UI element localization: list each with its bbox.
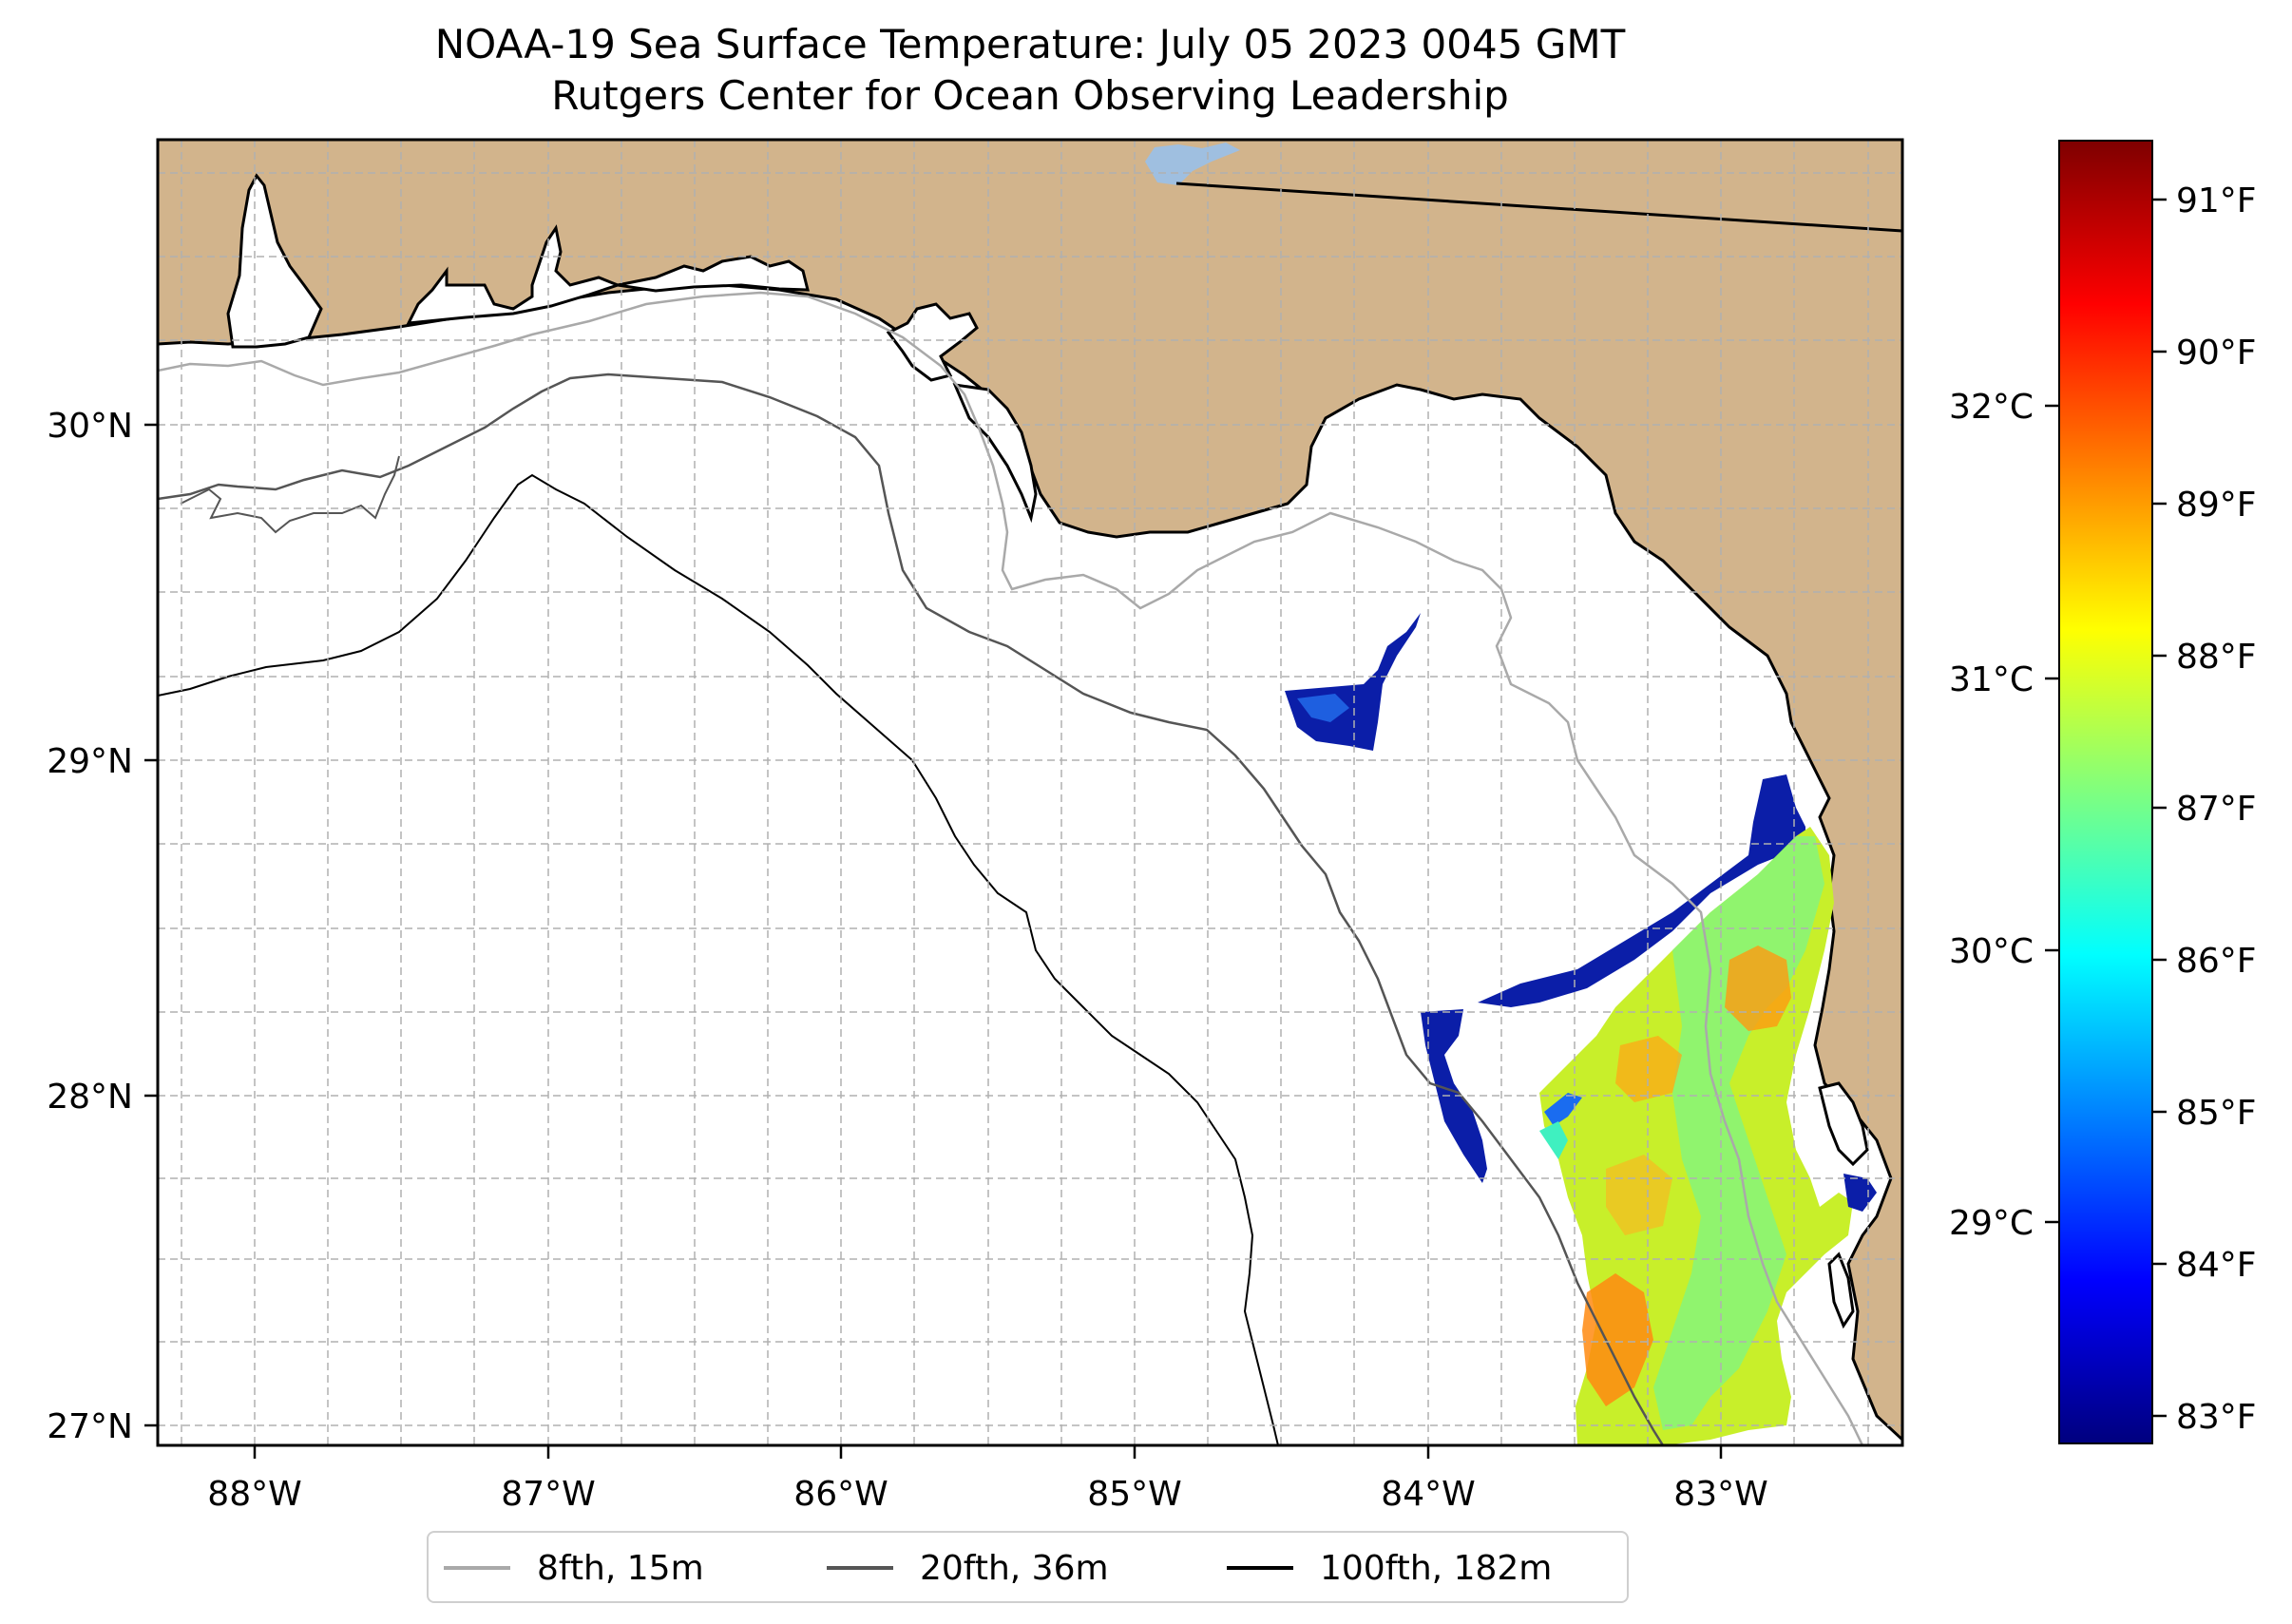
- sst-band-blue: [1478, 774, 1805, 1007]
- colorbar: [2058, 140, 2153, 1444]
- sst-swath-orange-4: [1606, 1155, 1672, 1235]
- sst-swath-cyan-edge: [1539, 1121, 1568, 1159]
- axis-ticks: [144, 423, 1723, 1459]
- sst-swath-orange-3: [1582, 1273, 1653, 1406]
- colorbar-f-label: 85°F: [2176, 1094, 2257, 1133]
- sst-patch-west: [1421, 1009, 1487, 1183]
- tampa-bay: [1818, 1081, 1869, 1167]
- lon-label: 85°W: [1087, 1475, 1181, 1514]
- legend-label: 20fth, 36m: [920, 1548, 1109, 1588]
- colorbar-ticks: [2045, 198, 2167, 1418]
- lake: [1145, 143, 1240, 185]
- legend-label: 8fth, 15m: [537, 1548, 704, 1588]
- lon-label: 84°W: [1381, 1475, 1475, 1514]
- colorbar-c-label: 32°C: [1949, 388, 2034, 427]
- colorbar-f-label: 89°F: [2176, 486, 2257, 525]
- colorbar-f-label: 83°F: [2176, 1398, 2257, 1437]
- lat-label: 28°N: [47, 1078, 133, 1117]
- lon-label: 86°W: [793, 1475, 888, 1514]
- isobath-legend: 8fth, 15m 20fth, 36m 100fth, 182m: [427, 1531, 1629, 1603]
- lon-label: 88°W: [207, 1475, 301, 1514]
- longitude-gridlines: [181, 140, 1869, 1445]
- state-boundary: [1175, 182, 1902, 233]
- st-andrew-bay: [886, 302, 979, 382]
- colorbar-f-label: 90°F: [2176, 334, 2257, 373]
- charlotte-harbor: [1827, 1251, 1855, 1329]
- legend-item-20fth: 20fth, 36m: [827, 1544, 1109, 1592]
- lat-label: 29°N: [47, 742, 133, 781]
- colorbar-c-label: 29°C: [1949, 1204, 2034, 1243]
- legend-swatch: [1227, 1566, 1293, 1570]
- lat-label: 30°N: [47, 407, 133, 446]
- colorbar-c-label: 30°C: [1949, 932, 2034, 971]
- colorbar-f-label: 86°F: [2176, 942, 2257, 981]
- colorbar-f-label: 84°F: [2176, 1246, 2257, 1285]
- colorbar-c-label: 31°C: [1949, 660, 2034, 699]
- map-frame: [156, 138, 1904, 1447]
- colorbar-f-label: 87°F: [2176, 790, 2257, 829]
- sst-patch-north-inner: [1297, 694, 1349, 722]
- legend-label: 100fth, 182m: [1320, 1548, 1553, 1588]
- isobath-8fth: [158, 291, 1864, 1445]
- chart-title: NOAA-19 Sea Surface Temperature: July 05…: [434, 21, 1626, 67]
- legend-swatch: [827, 1566, 893, 1570]
- isobath-8fth-west-detail: [180, 455, 400, 534]
- chart-subtitle: Rutgers Center for Ocean Observing Leade…: [551, 72, 1509, 119]
- isobath-20fth: [158, 373, 1665, 1445]
- pensacola-bay: [406, 224, 622, 325]
- lon-label: 83°W: [1673, 1475, 1767, 1514]
- lon-label: 87°W: [501, 1475, 595, 1514]
- legend-item-8fth: 8fth, 15m: [444, 1544, 704, 1592]
- lat-label: 27°N: [47, 1407, 133, 1446]
- sst-swath-orange-2: [1615, 1036, 1682, 1102]
- sst-swath-orange-1: [1725, 946, 1791, 1031]
- choctawhatchee-bay: [617, 255, 810, 293]
- colorbar-f-label: 91°F: [2176, 182, 2257, 220]
- legend-item-100fth: 100fth, 182m: [1227, 1544, 1552, 1592]
- latitude-gridlines: [158, 172, 1902, 1426]
- legend-swatch: [444, 1566, 510, 1570]
- colorbar-f-label: 88°F: [2176, 638, 2257, 677]
- sst-swath-blue-edge: [1544, 1093, 1582, 1126]
